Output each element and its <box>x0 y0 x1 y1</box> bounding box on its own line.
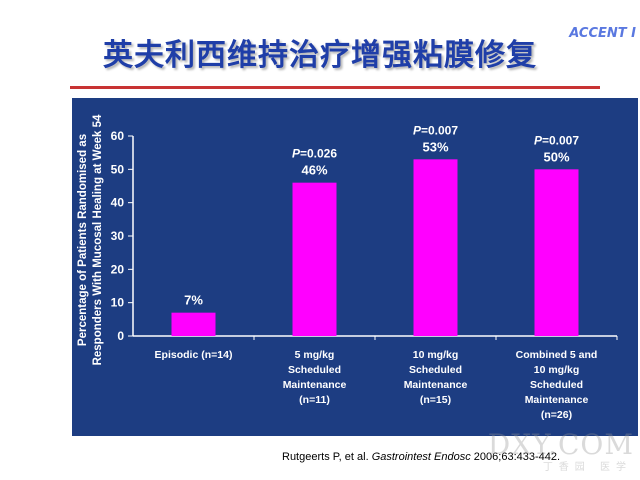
y-tick-label: 30 <box>111 229 125 243</box>
citation-journal: Gastrointest Endosc <box>371 451 471 463</box>
category-label: Combined 5 and <box>516 349 598 361</box>
p-value-label: P=0.007 <box>534 133 579 147</box>
category-label: Scheduled <box>530 379 583 391</box>
category-label: 10 mg/kg <box>413 349 459 361</box>
citation-details: 2006;63:433-442. <box>470 451 561 463</box>
category-label: Scheduled <box>409 364 462 376</box>
chart-panel: 0 10 20 30 40 50 60 Percentage of Patients Rand… <box>72 98 638 436</box>
citation-authors: Rutgeerts P, et al. <box>282 451 372 463</box>
category-label: (n=15) <box>420 394 451 406</box>
category-label: (n=11) <box>299 394 330 406</box>
y-tick-label: 10 <box>111 296 125 310</box>
p-value-label: P=0.007 <box>413 123 458 137</box>
bar <box>292 182 337 336</box>
category-label: Episodic (n=14) <box>155 349 233 361</box>
category-label: Maintenance <box>283 379 347 391</box>
y-tick-label: 20 <box>111 262 125 276</box>
category-label: (n=26) <box>541 409 572 421</box>
bar <box>534 169 579 336</box>
y-tick-label: 50 <box>111 162 125 176</box>
slide-title: 英夫利西维持治疗增强粘膜修复 <box>103 38 537 73</box>
value-label: 53% <box>422 139 448 154</box>
value-label: 7% <box>184 293 203 308</box>
y-axis-label: Responders With Mucosal Healing at Week … <box>92 114 104 365</box>
category-label: Maintenance <box>404 379 468 391</box>
y-tick-label: 60 <box>111 129 125 143</box>
p-value-label: P=0.026 <box>292 147 337 161</box>
bar <box>171 312 216 336</box>
y-tick-label: 40 <box>111 196 125 210</box>
citation: Rutgeerts P, et al. Gastrointest Endosc … <box>282 451 560 463</box>
y-axis-label: Percentage of Patients Randomised as <box>77 134 89 346</box>
category-label: 5 mg/kg <box>295 349 335 361</box>
category-label: Scheduled <box>288 364 341 376</box>
watermark-sub: 丁香园 医学 <box>542 462 632 473</box>
value-label: 50% <box>543 149 569 164</box>
value-label: 46% <box>301 163 327 178</box>
watermark: DXY.COM <box>487 428 634 461</box>
bar <box>413 159 458 336</box>
category-label: 10 mg/kg <box>534 364 580 376</box>
title-underline <box>70 86 600 89</box>
y-tick-label: 0 <box>117 329 124 343</box>
bar-chart: 0 10 20 30 40 50 60 Percentage of Patients Rand… <box>77 114 618 421</box>
brand-label: ACCENT I <box>569 26 636 41</box>
category-label: Maintenance <box>525 394 589 406</box>
